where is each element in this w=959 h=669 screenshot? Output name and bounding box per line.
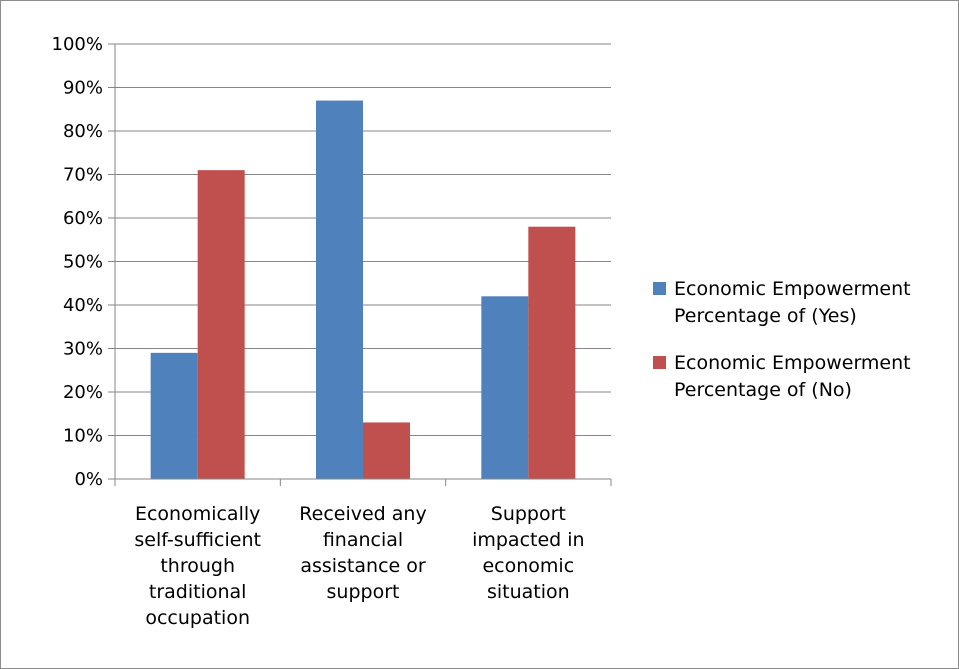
x-category-label-line: self-sufficient — [134, 529, 261, 551]
x-category-label-line: occupation — [145, 607, 250, 629]
y-tick-label: 10% — [63, 426, 103, 447]
y-tick-label: 70% — [63, 165, 103, 186]
y-tick-label: 50% — [63, 252, 103, 273]
y-tick-label: 60% — [63, 208, 103, 229]
y-axis-tick-labels: 0% 10% 20% 30% 40% 50% 60% 70% 80% 90% 100% — [52, 34, 103, 490]
legend-label: Economic Empowerment Percentage of (No) — [674, 352, 911, 401]
bar — [363, 422, 410, 479]
legend: Economic Empowerment Percentage of (Yes)E… — [653, 278, 911, 401]
x-category-label-line: through — [160, 555, 235, 577]
x-category-label-line: traditional — [149, 581, 247, 603]
x-category-label-line: support — [327, 581, 400, 603]
legend-label-line: Economic Empowerment — [674, 278, 911, 300]
bar — [316, 100, 363, 480]
bar — [150, 352, 198, 479]
bar — [197, 170, 245, 479]
legend-label-line: Percentage of (Yes) — [674, 305, 857, 327]
x-category-label-line: financial — [323, 529, 403, 551]
y-tick-label: 90% — [63, 78, 103, 99]
x-category-label-line: assistance or — [300, 555, 426, 577]
x-category-label-line: economic — [482, 555, 574, 577]
x-category-label-line: Received any — [299, 503, 426, 525]
legend-label-line: Economic Empowerment — [674, 352, 911, 374]
y-tick-label: 80% — [63, 121, 103, 142]
x-category-label-line: impacted in — [472, 529, 585, 551]
bars — [150, 100, 576, 480]
x-category-label: Economically self-sufficient through tradit… — [134, 503, 261, 629]
x-category-label-line: situation — [487, 581, 570, 603]
x-category-label-line: Support — [491, 503, 566, 525]
x-category-label: Support impacted in economic situation — [472, 503, 585, 603]
y-tick-label: 100% — [52, 34, 103, 55]
x-category-label: Received any financial assistance or suppor… — [299, 503, 426, 603]
bar — [481, 296, 529, 479]
legend-swatch — [653, 356, 666, 369]
legend-swatch — [653, 282, 666, 295]
axes — [108, 43, 612, 486]
y-tick-label: 40% — [63, 295, 103, 316]
x-axis-category-labels: Economically self-sufficient through tradit… — [134, 503, 584, 629]
legend-label-line: Percentage of (No) — [674, 379, 852, 401]
y-tick-label: 20% — [63, 382, 103, 403]
y-tick-label: 30% — [63, 339, 103, 360]
legend-label: Economic Empowerment Percentage of (Yes) — [674, 278, 911, 327]
bar — [528, 226, 576, 479]
x-category-label-line: Economically — [135, 503, 260, 525]
y-tick-label: 0% — [74, 469, 103, 490]
